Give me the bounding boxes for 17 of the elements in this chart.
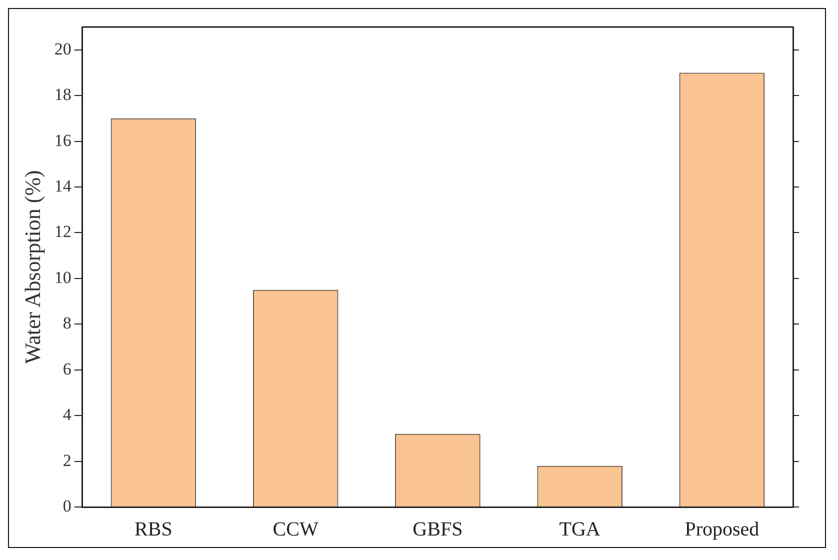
y-tick-label: 12 (54, 222, 72, 242)
y-tick-label: 14 (54, 176, 72, 196)
y-tick-label: 10 (54, 268, 72, 287)
y-tick-label: 8 (62, 314, 72, 333)
y-tick-label: 6 (62, 359, 72, 378)
y-tick-label: 16 (54, 130, 72, 150)
y-tick-label: 20 (54, 39, 72, 58)
x-tick-label: TGA (559, 518, 601, 540)
x-tick-label: CCW (272, 518, 318, 540)
y-tick-label: 4 (62, 405, 72, 424)
x-tick-label: Proposed (684, 518, 760, 540)
x-tick-label: GBFS (412, 518, 463, 540)
y-tick-label: 18 (54, 85, 72, 104)
y-axis-title: Water Absorption (%) (20, 170, 45, 364)
y-tick-label: 0 (62, 496, 72, 516)
y-tick-label: 2 (62, 450, 72, 470)
x-tick-label: RBS (134, 518, 172, 540)
